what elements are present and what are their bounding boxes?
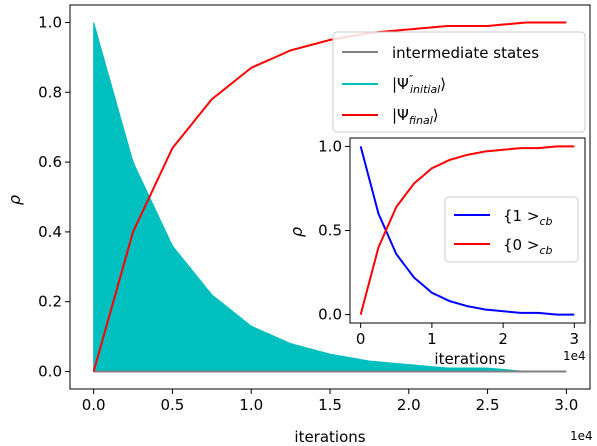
main-x-tick-label: 2.5 — [476, 396, 500, 414]
main-x-ticks: 0.0 0.5 1.0 1.5 2.0 2.5 3.0 — [82, 389, 578, 414]
main-x-tick-label: 0.0 — [82, 396, 106, 414]
main-y-tick-label: 0.4 — [38, 223, 62, 241]
inset-legend-box — [444, 196, 579, 263]
series-one-cb-line — [359, 146, 575, 316]
main-legend: intermediate states |Ψ″ initial⟩ |Ψfinal⟩ — [332, 31, 586, 133]
inset-y-tick-label: 0.5 — [318, 222, 342, 240]
inset-x-tick-label: 2 — [498, 330, 508, 348]
inset-plot-frame — [349, 137, 586, 324]
main-y-tick-label: 0.8 — [38, 83, 62, 101]
inset-x-offset-label: 1e4 — [563, 349, 586, 363]
inset-series — [359, 145, 575, 316]
series-final-line — [92, 21, 567, 372]
main-x-label: iterations — [294, 428, 365, 446]
main-y-label: ρ — [5, 195, 24, 205]
legend-label-intermediate: intermediate states — [392, 44, 539, 62]
main-y-tick-label: 0.2 — [38, 293, 62, 311]
legend-label-initial: |Ψ″ initial⟩ — [392, 73, 446, 96]
main-y-tick-label: 1.0 — [38, 13, 62, 31]
main-y-tick-label: 0.0 — [38, 363, 62, 381]
inset-legend: {1 >cb {0 >cb — [444, 196, 579, 263]
main-x-tick-label: 3.0 — [554, 396, 578, 414]
main-x-tick-label: 1.0 — [239, 396, 263, 414]
main-x-tick-label: 0.5 — [160, 396, 184, 414]
inset-y-label: ρ — [287, 227, 306, 237]
main-y-ticks: 0.0 0.2 0.4 0.6 0.8 1.0 — [38, 13, 70, 381]
main-x-tick-label: 1.5 — [318, 396, 342, 414]
legend-label-final: |Ψfinal⟩ — [392, 106, 439, 127]
inset-x-label: iterations — [434, 350, 505, 368]
inset-x-tick-label: 1 — [427, 330, 437, 348]
inset-y-tick-label: 1.0 — [318, 137, 342, 155]
inset-y-ticks: 0.0 0.5 1.0 — [318, 137, 350, 324]
inset-x-tick-label: 0 — [356, 330, 366, 348]
main-y-tick-label: 0.6 — [38, 153, 62, 171]
series-zero-cb-line — [359, 145, 575, 315]
main-x-tick-label: 2.0 — [397, 396, 421, 414]
inset-x-ticks: 0 1 2 3 — [356, 323, 579, 348]
main-x-offset-label: 1e4 — [570, 429, 593, 443]
legend-label-one-cb: {1 >cb — [503, 207, 552, 228]
main-series — [92, 21, 567, 373]
main-legend-box — [332, 31, 586, 133]
main-plot-frame — [69, 4, 591, 390]
series-initial-envelope — [93, 22, 567, 373]
inset-y-tick-label: 0.0 — [318, 306, 342, 324]
legend-label-zero-cb: {0 >cb — [503, 236, 552, 257]
inset-x-tick-label: 3 — [570, 330, 580, 348]
